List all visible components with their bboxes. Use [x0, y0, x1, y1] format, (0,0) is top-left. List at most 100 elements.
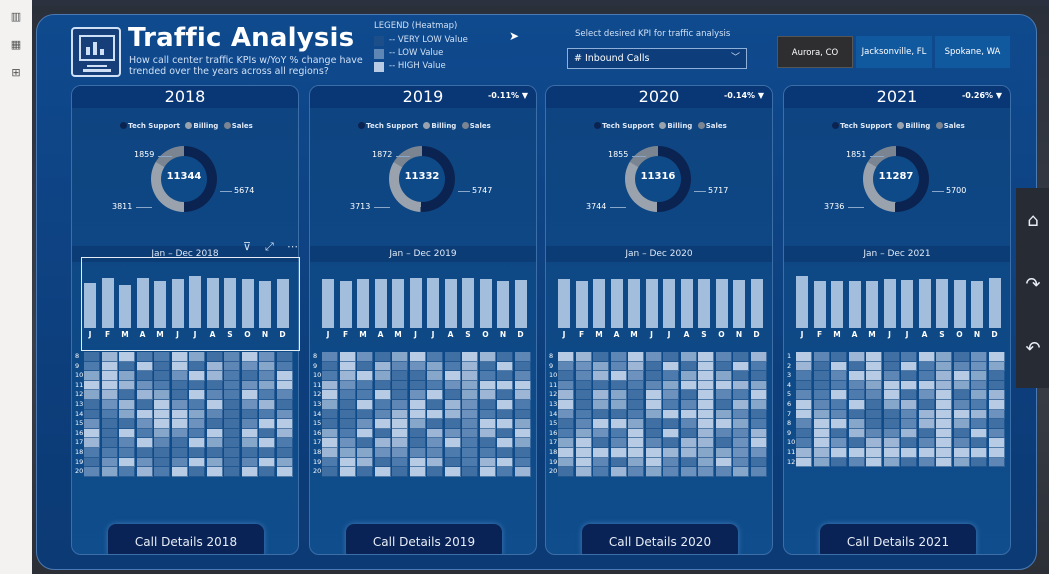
heatmap-cell[interactable] — [241, 428, 258, 439]
heatmap-cell[interactable] — [866, 419, 882, 429]
heatmap-cell[interactable] — [514, 419, 531, 429]
heatmap-cell[interactable] — [733, 419, 749, 429]
heatmap-cell[interactable] — [645, 448, 662, 458]
heatmap-cell[interactable] — [831, 428, 847, 439]
heatmap-cell[interactable] — [444, 419, 461, 429]
heatmap-cell[interactable] — [988, 380, 1005, 391]
heatmap-cell[interactable] — [901, 419, 917, 429]
heatmap-cell[interactable] — [628, 371, 644, 381]
heatmap-cell[interactable] — [698, 409, 714, 420]
heatmap-cell[interactable] — [645, 371, 662, 381]
heatmap-cell[interactable] — [558, 390, 574, 400]
heatmap-cell[interactable] — [628, 390, 644, 400]
heatmap-cell[interactable] — [136, 380, 153, 391]
heatmap-cell[interactable] — [680, 409, 697, 420]
heatmap-cell[interactable] — [558, 361, 574, 372]
month-bar[interactable] — [84, 283, 96, 328]
heatmap-cell[interactable] — [322, 409, 338, 420]
heatmap-cell[interactable] — [831, 409, 847, 420]
heatmap-cell[interactable] — [462, 371, 478, 381]
heatmap-cell[interactable] — [392, 428, 408, 439]
heatmap-cell[interactable] — [936, 380, 952, 391]
heatmap-cell[interactable] — [392, 438, 408, 448]
heatmap-cell[interactable] — [154, 448, 170, 458]
heatmap-cell[interactable] — [796, 457, 812, 468]
heatmap-cell[interactable] — [374, 438, 391, 448]
heatmap-cell[interactable] — [750, 409, 767, 420]
heatmap-cell[interactable] — [339, 380, 356, 391]
month-bar[interactable] — [259, 281, 271, 328]
heatmap-cell[interactable] — [154, 419, 170, 429]
heatmap-cell[interactable] — [497, 400, 513, 410]
heatmap-cell[interactable] — [813, 400, 830, 410]
heatmap-cell[interactable] — [409, 400, 426, 410]
month-bar[interactable] — [479, 279, 492, 328]
month-bar[interactable] — [866, 281, 878, 328]
heatmap-cell[interactable] — [593, 448, 609, 458]
heatmap-cell[interactable] — [497, 419, 513, 429]
heatmap-cell[interactable] — [276, 428, 293, 439]
heatmap-cell[interactable] — [357, 438, 373, 448]
heatmap-cell[interactable] — [988, 428, 1005, 439]
heatmap-cell[interactable] — [357, 380, 373, 391]
month-bar[interactable] — [154, 281, 166, 328]
heatmap-cell[interactable] — [953, 419, 970, 429]
heatmap-cell[interactable] — [610, 361, 627, 372]
heatmap-cell[interactable] — [84, 409, 100, 420]
heatmap-cell[interactable] — [514, 467, 531, 477]
heatmap-cell[interactable] — [663, 371, 679, 381]
heatmap-cell[interactable] — [848, 457, 865, 468]
heatmap-cell[interactable] — [514, 457, 531, 468]
heatmap-cell[interactable] — [119, 428, 135, 439]
heatmap-cell[interactable] — [259, 409, 275, 420]
heatmap-cell[interactable] — [322, 467, 338, 477]
heatmap-cell[interactable] — [750, 457, 767, 468]
heatmap-cell[interactable] — [988, 419, 1005, 429]
heatmap-cell[interactable] — [224, 371, 240, 381]
heatmap-cell[interactable] — [497, 448, 513, 458]
heatmap-cell[interactable] — [479, 380, 496, 391]
heatmap-cell[interactable] — [119, 361, 135, 372]
heatmap-cell[interactable] — [444, 400, 461, 410]
heatmap-cell[interactable] — [136, 371, 153, 381]
heatmap-cell[interactable] — [918, 400, 935, 410]
heatmap-cell[interactable] — [813, 352, 830, 362]
month-bar[interactable] — [444, 278, 457, 328]
model-view-icon[interactable]: ⊞ — [11, 66, 21, 79]
heatmap-cell[interactable] — [575, 380, 592, 391]
heatmap-cell[interactable] — [374, 409, 391, 420]
heatmap-cell[interactable] — [698, 400, 714, 410]
month-bar[interactable] — [953, 280, 966, 328]
heatmap-cell[interactable] — [628, 380, 644, 391]
heatmap-cell[interactable] — [101, 371, 118, 381]
heatmap-cell[interactable] — [883, 361, 900, 372]
month-bar[interactable] — [427, 277, 439, 328]
heatmap-cell[interactable] — [918, 409, 935, 420]
heatmap-cell[interactable] — [101, 380, 118, 391]
heatmap-cell[interactable] — [628, 438, 644, 448]
heatmap-cell[interactable] — [698, 380, 714, 391]
heatmap-cell[interactable] — [259, 457, 275, 468]
heatmap-cell[interactable] — [901, 371, 917, 381]
heatmap-cell[interactable] — [259, 419, 275, 429]
heatmap-cell[interactable] — [206, 448, 223, 458]
heatmap-cell[interactable] — [918, 361, 935, 372]
heatmap-cell[interactable] — [593, 428, 609, 439]
heatmap-cell[interactable] — [575, 371, 592, 381]
heatmap-cell[interactable] — [901, 380, 917, 391]
heatmap-cell[interactable] — [444, 457, 461, 468]
heatmap-cell[interactable] — [224, 409, 240, 420]
heatmap-cell[interactable] — [610, 467, 627, 477]
heatmap-cell[interactable] — [953, 428, 970, 439]
heatmap-cell[interactable] — [154, 409, 170, 420]
heatmap-cell[interactable] — [715, 467, 732, 477]
heatmap-cell[interactable] — [136, 390, 153, 400]
heatmap-cell[interactable] — [715, 380, 732, 391]
heatmap-cell[interactable] — [497, 467, 513, 477]
heatmap-cell[interactable] — [374, 361, 391, 372]
heatmap-cell[interactable] — [663, 400, 679, 410]
month-bar[interactable] — [322, 279, 334, 328]
heatmap-cell[interactable] — [241, 419, 258, 429]
heatmap-cell[interactable] — [988, 390, 1005, 400]
month-bar[interactable] — [813, 281, 826, 328]
